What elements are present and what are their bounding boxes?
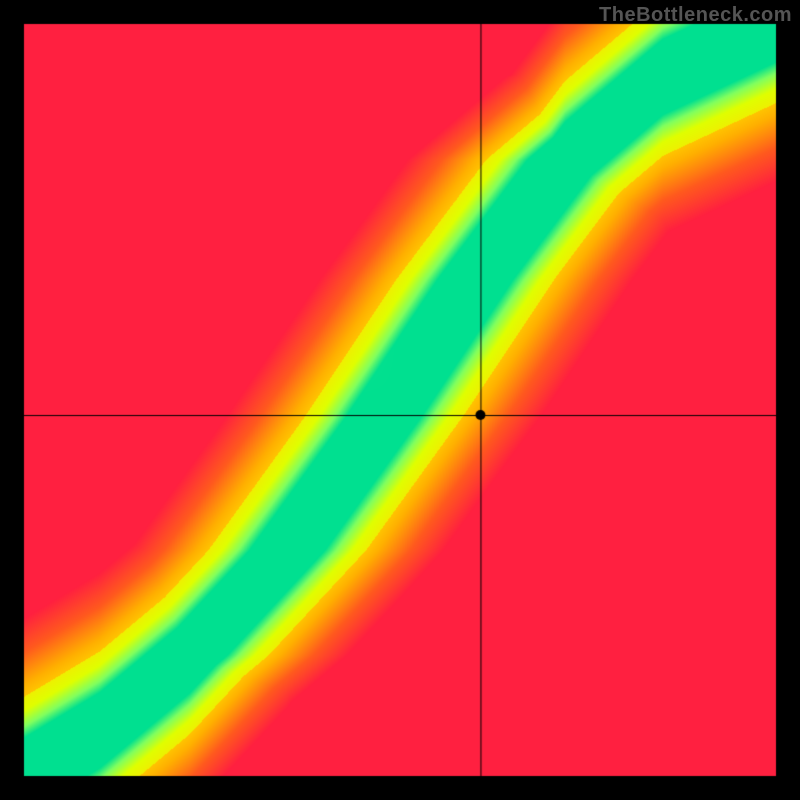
chart-container: TheBottleneck.com	[0, 0, 800, 800]
attribution-text: TheBottleneck.com	[599, 4, 792, 27]
bottleneck-heatmap	[0, 0, 800, 800]
